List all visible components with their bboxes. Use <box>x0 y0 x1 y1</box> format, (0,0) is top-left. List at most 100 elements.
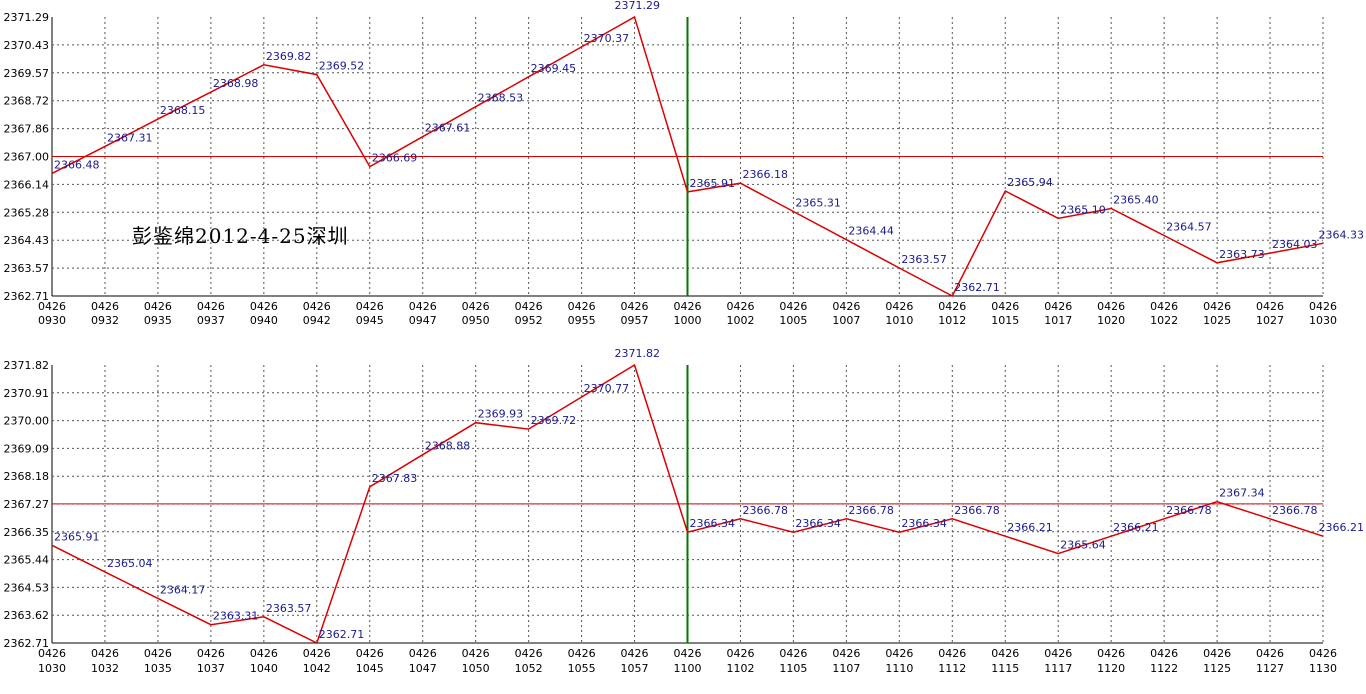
x-tick-label-date: 0426 <box>250 647 278 660</box>
x-tick-label-date: 0426 <box>409 300 437 313</box>
x-tick-label-time: 1127 <box>1256 662 1284 675</box>
x-tick-label-date: 0426 <box>568 647 596 660</box>
x-tick-label-date: 0426 <box>726 300 754 313</box>
data-label: 2363.57 <box>901 253 947 266</box>
x-tick-label-time: 1122 <box>1150 662 1178 675</box>
x-tick-label-time: 1015 <box>991 314 1019 327</box>
x-tick-label-time: 1112 <box>938 662 966 675</box>
y-tick-label: 2365.44 <box>4 554 50 567</box>
x-tick-label-time: 1007 <box>832 314 860 327</box>
x-tick-label-date: 0426 <box>409 647 437 660</box>
data-label: 2366.34 <box>795 517 841 530</box>
data-label: 2366.34 <box>690 517 736 530</box>
x-tick-label-time: 1040 <box>250 662 278 675</box>
y-tick-label: 2370.00 <box>4 415 50 428</box>
y-tick-label: 2369.09 <box>4 442 50 455</box>
x-tick-label-date: 0426 <box>779 647 807 660</box>
y-tick-label: 2367.86 <box>4 123 50 136</box>
data-label: 2365.40 <box>1113 194 1159 207</box>
data-label: 2366.18 <box>742 168 788 181</box>
data-label: 2371.82 <box>615 347 661 360</box>
series-line <box>51 363 1324 645</box>
x-tick-label-date: 0426 <box>621 647 649 660</box>
x-tick-label-date: 0426 <box>779 300 807 313</box>
data-label: 2366.78 <box>742 504 788 517</box>
x-tick-label-date: 0426 <box>197 300 225 313</box>
data-label: 2363.73 <box>1219 248 1265 261</box>
data-label: 2365.31 <box>795 196 841 209</box>
x-tick-label-time: 1035 <box>144 662 172 675</box>
x-tick-label-time: 0932 <box>91 314 119 327</box>
y-tick-label: 2366.14 <box>4 178 50 191</box>
x-tick-label-date: 0426 <box>250 300 278 313</box>
x-tick-label-date: 0426 <box>91 647 119 660</box>
y-tick-label: 2362.71 <box>4 637 50 650</box>
x-tick-label-date: 0426 <box>1097 300 1125 313</box>
y-tick-label: 2367.27 <box>4 498 50 511</box>
series-line <box>51 15 1324 298</box>
data-label: 2371.29 <box>615 0 661 12</box>
x-tick-label-date: 0426 <box>832 647 860 660</box>
x-tick-label-time: 1027 <box>1256 314 1284 327</box>
data-label: 2368.88 <box>425 440 471 453</box>
data-label: 2369.45 <box>531 62 577 75</box>
x-tick-label-time: 0955 <box>568 314 596 327</box>
data-label: 2366.69 <box>372 152 418 165</box>
data-label: 2364.44 <box>848 225 894 238</box>
y-tick-label: 2370.43 <box>4 39 50 52</box>
x-tick-label-date: 0426 <box>568 300 596 313</box>
x-tick-label-time: 0945 <box>356 314 384 327</box>
data-label: 2366.78 <box>1166 504 1212 517</box>
data-label: 2365.94 <box>1007 176 1053 189</box>
chart-annotation: 彭鉴绵2012-4-25深圳 <box>132 224 349 248</box>
x-tick-label-date: 0426 <box>144 300 172 313</box>
x-tick-label-time: 0937 <box>197 314 225 327</box>
y-tick-label: 2368.18 <box>4 470 50 483</box>
x-tick-label-time: 1042 <box>303 662 331 675</box>
data-label: 2362.71 <box>319 628 365 641</box>
x-tick-label-date: 0426 <box>144 647 172 660</box>
data-label: 2367.34 <box>1219 487 1265 500</box>
y-tick-label: 2362.71 <box>4 290 50 303</box>
x-tick-label-date: 0426 <box>515 300 543 313</box>
x-tick-label-time: 1000 <box>674 314 702 327</box>
data-label: 2366.21 <box>1319 521 1365 534</box>
x-tick-label-time: 1047 <box>409 662 437 675</box>
x-tick-label-time: 0957 <box>621 314 649 327</box>
x-tick-label-date: 0426 <box>1309 300 1337 313</box>
x-tick-label-date: 0426 <box>91 300 119 313</box>
x-tick-label-date: 0426 <box>621 300 649 313</box>
data-label: 2364.17 <box>160 583 206 596</box>
x-tick-label-date: 0426 <box>885 647 913 660</box>
chart-top: 2371.29 2370.43 2369.57 2368.72 2367.86 2367.… <box>4 0 1365 327</box>
data-label: 2366.78 <box>848 504 894 517</box>
x-tick-label-date: 0426 <box>356 300 384 313</box>
x-tick-label-date: 0426 <box>303 647 331 660</box>
data-label: 2368.53 <box>478 92 523 105</box>
x-tick-label-time: 1125 <box>1203 662 1231 675</box>
y-tick-label: 2363.57 <box>4 262 50 275</box>
x-tick-label-date: 0426 <box>1203 300 1231 313</box>
x-tick-label-time: 1005 <box>779 314 807 327</box>
x-tick-label-time: 1110 <box>885 662 913 675</box>
data-label: 2369.52 <box>319 60 365 73</box>
data-label: 2364.57 <box>1166 221 1212 234</box>
x-tick-label-time: 1045 <box>356 662 384 675</box>
x-tick-label-date: 0426 <box>38 647 66 660</box>
data-label: 2365.04 <box>107 557 153 570</box>
x-tick-label-time: 0940 <box>250 314 278 327</box>
data-label: 2369.72 <box>531 414 577 427</box>
data-label: 2365.10 <box>1060 203 1106 216</box>
x-tick-label-time: 0947 <box>409 314 437 327</box>
data-label: 2365.64 <box>1060 539 1106 552</box>
x-tick-label-date: 0426 <box>1097 647 1125 660</box>
x-tick-label-time: 1017 <box>1044 314 1072 327</box>
x-tick-label-time: 1052 <box>515 662 543 675</box>
x-tick-label-date: 0426 <box>356 647 384 660</box>
x-tick-label-time: 1120 <box>1097 662 1125 675</box>
y-tick-label: 2366.35 <box>4 526 50 539</box>
data-label: 2366.48 <box>54 158 100 171</box>
x-tick-label-date: 0426 <box>726 647 754 660</box>
x-tick-label-date: 0426 <box>991 300 1019 313</box>
y-tick-label: 2364.53 <box>4 581 50 594</box>
